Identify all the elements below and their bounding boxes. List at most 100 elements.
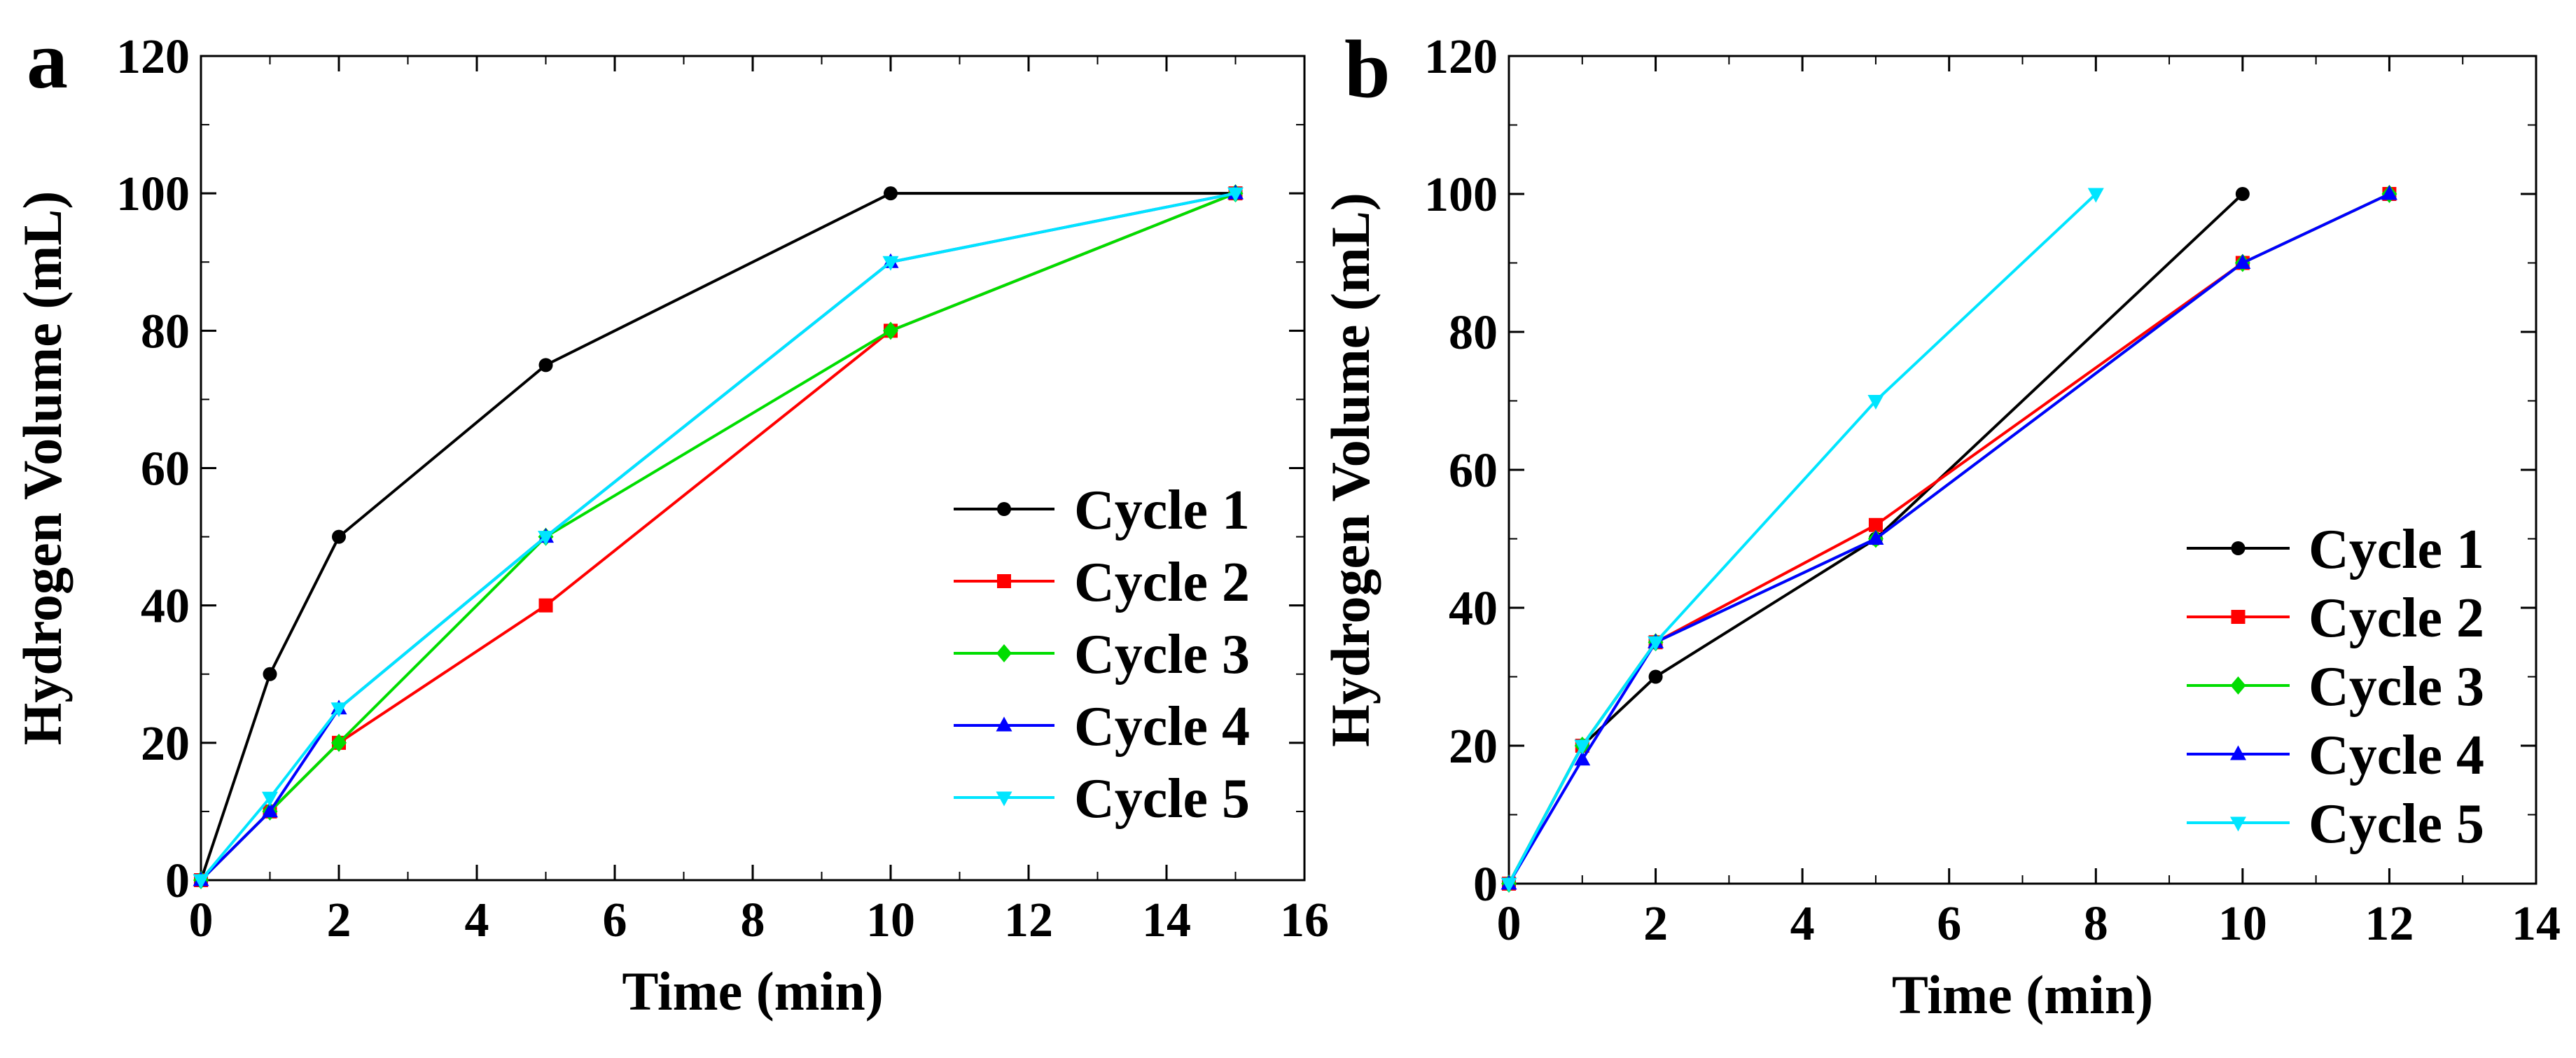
legend-entry: Cycle 2 [954,552,1250,613]
data-point [1648,636,1664,651]
data-point [1574,751,1591,766]
x-tick-label: 6 [603,893,627,947]
series-line [1508,193,2390,885]
chart-panel-a: 0 2 4 6 8 10 12 14 16 0 20 40 60 80 100 120 Time (min) Hy… [12,14,1329,1022]
x-tick-label: 8 [2084,897,2108,951]
x-tick-label: 6 [1937,897,1961,951]
y-tick-label: 0 [165,854,190,908]
x-axis-title: Time (min) [622,961,883,1022]
x-tick-label: 14 [1142,893,1191,947]
x-tick-label: 2 [1643,897,1668,951]
panel-label: a [27,14,68,106]
legend-entry: Cycle 4 [954,696,1250,758]
data-point [1648,669,1663,684]
legend-label: Cycle 3 [1074,624,1250,685]
x-tick-label: 16 [1280,893,1329,947]
legend-label: Cycle 4 [1074,696,1250,758]
data-point [882,256,899,271]
legend-entry: Cycle 1 [2187,519,2484,580]
data-point [262,802,278,818]
y-tick-label: 20 [1449,720,1498,774]
y-tick-label: 100 [116,167,190,221]
x-tick-label: 10 [2218,897,2267,951]
series-cycle-5 [1501,188,2104,893]
legend-label: Cycle 3 [2309,656,2484,718]
legend-marker [997,574,1011,588]
data-point [1868,517,1883,532]
data-point [538,358,553,373]
x-axis-title: Time (min) [1892,964,2153,1025]
legend-entry: Cycle 2 [2187,587,2484,649]
y-tick-label: 80 [1449,306,1498,360]
legend-label: Cycle 4 [2309,725,2484,786]
legend-marker [997,502,1011,516]
data-point [1501,877,1517,893]
legend-label: Cycle 1 [2309,519,2484,580]
x-tick-label: 4 [465,893,489,947]
y-tick-label: 120 [116,30,190,84]
data-point [883,321,898,340]
chart-panel-b: 0 2 4 6 8 10 12 14 0 20 40 60 80 100 120 Time (min) Hydr… [1320,23,2561,1025]
legend-label: Cycle 2 [2309,587,2484,649]
data-point [538,598,553,613]
legend-label: Cycle 5 [2309,793,2484,855]
y-axis-title: Hydrogen Volume (mL) [12,191,73,746]
y-tick-label: 80 [141,305,190,359]
y-tick-label: 60 [141,443,190,496]
y-tick-label: 100 [1424,168,1498,222]
data-point [1227,187,1244,202]
data-point [884,186,898,201]
legend-marker [996,791,1012,807]
legend-entry: Cycle 4 [2187,725,2484,786]
legend-marker [996,716,1012,732]
legend-entry: Cycle 5 [954,768,1250,830]
x-tick-label: 8 [741,893,765,947]
legend-marker [2230,745,2246,760]
legend-marker [996,644,1012,662]
data-point [263,667,277,681]
data-point [330,702,347,718]
x-tick-label: 0 [1497,897,1522,951]
data-point [1574,739,1591,755]
data-point [1867,395,1884,410]
legend-marker [2231,541,2246,555]
x-tick-label: 0 [189,893,214,947]
y-tick-label: 20 [141,717,190,771]
data-point [2087,188,2104,203]
legend-label: Cycle 2 [1074,552,1250,613]
legend-entry: Cycle 3 [954,624,1250,685]
legend-entry: Cycle 5 [2187,793,2484,855]
x-tick-label: 12 [2365,897,2414,951]
y-tick-label: 40 [141,580,190,634]
legend-marker [2231,610,2246,624]
data-point [193,874,209,889]
legend-label: Cycle 5 [1074,768,1250,830]
legend-entry: Cycle 3 [2187,656,2484,718]
x-tick-label: 10 [866,893,915,947]
x-tick-label: 2 [327,893,351,947]
series-line [200,192,1236,882]
data-point [1867,530,1884,545]
y-tick-label: 0 [1473,858,1498,912]
legend-marker [2230,676,2246,695]
data-point [262,791,278,807]
panel-label: b [1344,23,1391,115]
legend-entry: Cycle 1 [954,480,1250,541]
x-tick-label: 4 [1790,897,1815,951]
y-tick-label: 40 [1449,582,1498,636]
y-axis-title: Hydrogen Volume (mL) [1320,193,1381,747]
x-tick-label: 14 [2512,897,2561,951]
legend-label: Cycle 1 [1074,480,1250,541]
data-point [332,529,346,544]
data-point [2381,185,2397,200]
data-point [331,733,347,752]
data-point [538,531,554,546]
x-tick-label: 12 [1004,893,1053,947]
series-line [200,192,1236,881]
series-cycle-5 [193,187,1244,889]
data-point [2235,187,2250,201]
y-tick-label: 60 [1449,444,1498,498]
legend-marker [2230,816,2246,832]
